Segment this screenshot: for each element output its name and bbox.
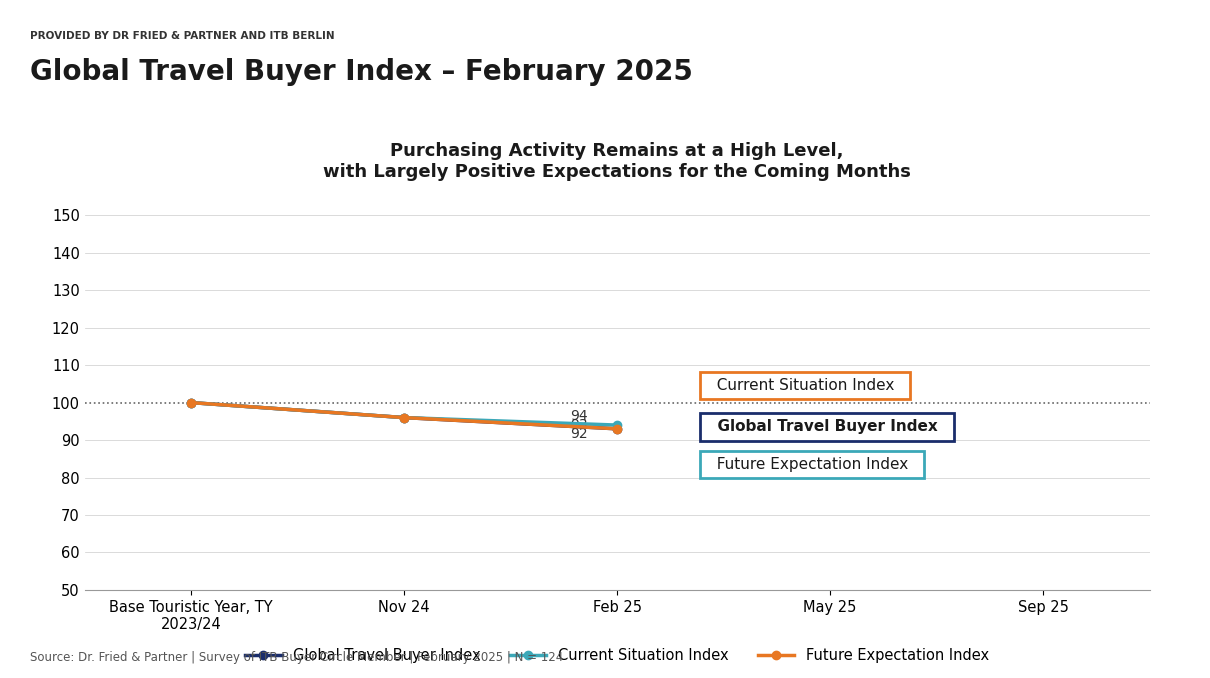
Text: Current Situation Index: Current Situation Index xyxy=(707,378,904,393)
Global Travel Buyer Index xyxy=(397,414,411,422)
Global Travel Buyer Index xyxy=(184,399,198,407)
Line: Global Travel Buyer Index: Global Travel Buyer Index xyxy=(188,399,621,433)
Title: Purchasing Activity Remains at a High Level,
with Largely Positive Expectations : Purchasing Activity Remains at a High Le… xyxy=(323,142,911,181)
Future Expectation Index xyxy=(610,424,624,433)
Text: 94: 94 xyxy=(570,410,588,423)
Future Expectation Index xyxy=(184,399,198,407)
Future Expectation Index xyxy=(397,414,411,422)
Global Travel Buyer Index xyxy=(610,424,624,433)
Text: 92: 92 xyxy=(570,427,588,441)
Text: Source: Dr. Fried & Partner | Survey of ITB Buyer Circle Member | February 2025 : Source: Dr. Fried & Partner | Survey of … xyxy=(30,652,564,664)
Current Situation Index xyxy=(397,414,411,422)
Text: Future Expectation Index: Future Expectation Index xyxy=(707,457,917,472)
Text: PROVIDED BY DR FRIED & PARTNER AND ITB BERLIN: PROVIDED BY DR FRIED & PARTNER AND ITB B… xyxy=(30,31,335,41)
Current Situation Index xyxy=(610,421,624,429)
Line: Current Situation Index: Current Situation Index xyxy=(188,399,621,429)
Text: Global Travel Buyer Index – February 2025: Global Travel Buyer Index – February 202… xyxy=(30,58,693,85)
Text: Global Travel Buyer Index: Global Travel Buyer Index xyxy=(707,420,947,435)
Text: 93: 93 xyxy=(570,418,588,432)
Line: Future Expectation Index: Future Expectation Index xyxy=(188,399,621,433)
Current Situation Index xyxy=(184,399,198,407)
Legend: Global Travel Buyer Index, Current Situation Index, Future Expectation Index: Global Travel Buyer Index, Current Situa… xyxy=(240,643,995,669)
